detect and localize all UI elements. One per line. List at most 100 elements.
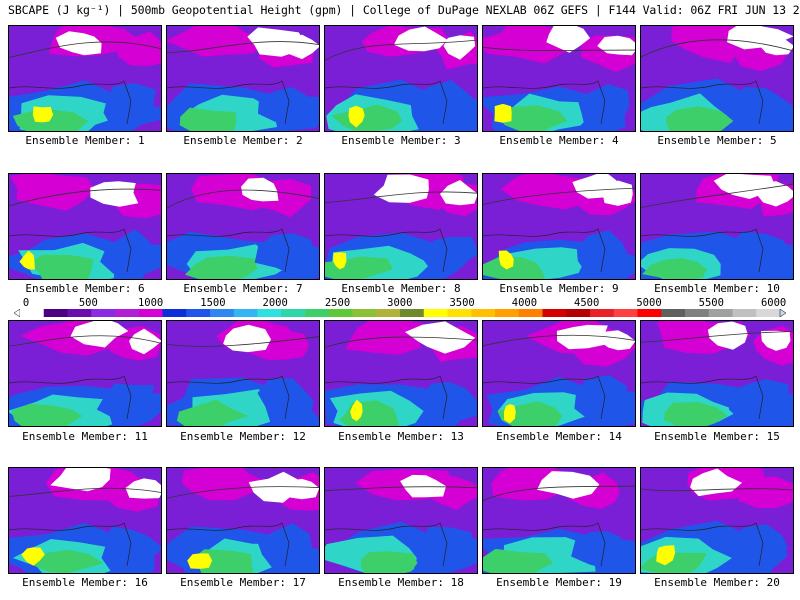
cape-region: [331, 104, 402, 131]
colorbar-swatch: [43, 309, 68, 317]
cape-region: [100, 229, 154, 275]
coastline: [483, 80, 606, 125]
cape-region: [96, 383, 155, 423]
height-contour: [325, 336, 477, 348]
colorbar-swatch: [305, 309, 330, 317]
member-caption: Ensemble Member: 18: [338, 576, 464, 589]
height-contour: [167, 41, 319, 53]
height-contour: [9, 41, 161, 58]
height-contour: [325, 486, 477, 492]
colorbar-swatch: [590, 309, 615, 317]
coastline: [325, 522, 448, 567]
cape-region: [348, 105, 365, 128]
ensemble-member-map: [640, 467, 794, 574]
colorbar-swatch: [447, 309, 472, 317]
colorbar-tick-label: 2000: [262, 297, 288, 309]
cape-region: [360, 551, 418, 573]
member-caption: Ensemble Member: 6: [25, 282, 145, 295]
colorbar-swatch: [756, 309, 781, 317]
coastline: [641, 522, 764, 567]
cape-region: [411, 80, 477, 127]
coastline: [9, 522, 132, 567]
ensemble-member-map: [8, 320, 162, 427]
cape-region: [176, 399, 249, 426]
height-contour: [167, 486, 319, 499]
cape-region: [656, 545, 676, 566]
cape-region: [728, 379, 790, 423]
ensemble-member-map: [640, 320, 794, 427]
cape-region: [756, 181, 793, 207]
cape-region: [333, 252, 347, 270]
ensemble-member-map: [482, 467, 636, 574]
cape-region: [664, 402, 728, 426]
colorbar-tick-label: 3500: [449, 297, 475, 309]
cape-region: [181, 468, 271, 501]
coastline: [325, 80, 448, 125]
colorbar-swatch: [186, 309, 211, 317]
height-contour: [641, 331, 793, 343]
colorbar-swatch: [495, 309, 520, 317]
member-caption: Ensemble Member: 9: [499, 282, 619, 295]
cape-region: [11, 403, 83, 426]
colorbar-swatch: [281, 309, 306, 317]
ensemble-member-map: [640, 173, 794, 280]
cape-region: [179, 107, 237, 131]
height-contour: [641, 39, 793, 58]
member-caption: Ensemble Member: 20: [654, 576, 780, 589]
colorbar-swatch: [20, 309, 45, 317]
height-contour: [641, 488, 793, 492]
cape-region: [494, 103, 512, 123]
cape-region: [498, 250, 514, 270]
coastline: [167, 228, 290, 273]
member-caption: Ensemble Member: 13: [338, 430, 464, 443]
cape-region: [103, 83, 156, 128]
colorbar-swatch: [637, 309, 662, 317]
colorbar-swatch: [115, 309, 140, 317]
member-caption: Ensemble Member: 11: [22, 430, 148, 443]
cape-region: [574, 375, 627, 423]
colorbar-tick-label: 6000: [760, 297, 787, 309]
colorbar-swatch: [732, 309, 757, 317]
height-contour: [167, 189, 319, 209]
height-contour: [9, 188, 161, 207]
cape-region: [498, 105, 568, 131]
colorbar-tick-label: 5000: [636, 297, 662, 309]
member-caption: Ensemble Member: 12: [180, 430, 306, 443]
cape-region: [185, 255, 258, 279]
ensemble-member-map: [324, 173, 478, 280]
coastline: [641, 228, 764, 273]
ensemble-member-map: [166, 25, 320, 132]
cape-region: [571, 531, 625, 570]
colorbar-tick-label: 5500: [698, 297, 724, 309]
ensemble-member-map: [324, 320, 478, 427]
cape-region: [556, 324, 608, 350]
colorbar-swatch: [138, 309, 163, 317]
member-caption: Ensemble Member: 3: [341, 134, 461, 147]
coastline: [483, 522, 606, 567]
ensemble-member-map: [324, 25, 478, 132]
height-contour: [9, 487, 161, 497]
ensemble-member-map: [166, 320, 320, 427]
member-caption: Ensemble Member: 1: [25, 134, 145, 147]
cape-region: [125, 478, 161, 499]
map-title: SBCAPE (J kg⁻¹) | 500mb Geopotential Hei…: [8, 3, 800, 17]
colorbar-max-arrow: [779, 309, 786, 317]
member-caption: Ensemble Member: 14: [496, 430, 622, 443]
height-contour: [167, 336, 319, 347]
colorbar-swatch: [400, 309, 425, 317]
coastline: [483, 228, 606, 273]
cape-region: [761, 330, 791, 351]
cape-region: [707, 321, 748, 350]
colorbar-min-arrow: [14, 309, 21, 317]
colorbar-swatch: [518, 309, 543, 317]
colorbar-swatch: [162, 309, 187, 317]
cape-region: [50, 468, 111, 492]
member-caption: Ensemble Member: 5: [657, 134, 777, 147]
cape-region: [129, 328, 161, 355]
colorbar-tick-label: 2500: [324, 297, 351, 309]
cape-region: [729, 231, 792, 276]
member-caption: Ensemble Member: 15: [654, 430, 780, 443]
ensemble-member-map: [166, 173, 320, 280]
colorbar-swatch: [661, 309, 686, 317]
coastline: [483, 375, 606, 420]
